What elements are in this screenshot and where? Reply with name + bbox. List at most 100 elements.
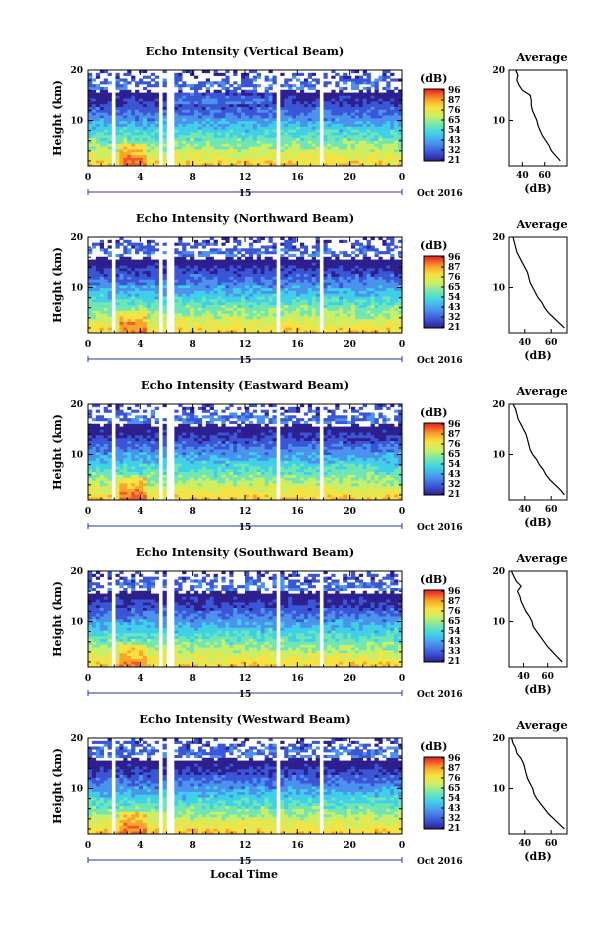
heatmap-cell xyxy=(225,494,230,498)
heatmap-cell xyxy=(150,310,156,314)
heatmap-cell xyxy=(186,112,191,116)
heatmap-cell xyxy=(350,146,356,150)
heatmap-cell xyxy=(229,120,234,124)
heatmap-cell xyxy=(299,290,305,294)
heatmap-cell xyxy=(146,132,152,136)
heatmap-cell xyxy=(154,101,159,105)
heatmap-cell xyxy=(209,123,214,127)
heatmap-cell xyxy=(245,285,250,289)
heatmap-cell xyxy=(398,103,403,107)
heatmap-cell xyxy=(99,491,104,495)
heatmap-cell xyxy=(201,268,207,272)
heatmap-cell xyxy=(358,106,364,110)
heatmap-cell xyxy=(272,140,277,144)
heatmap-cell xyxy=(248,245,254,249)
heatmap-cell xyxy=(190,95,195,99)
heatmap-cell xyxy=(88,299,93,303)
heatmap-cell xyxy=(350,313,356,317)
heatmap-cell xyxy=(386,268,391,272)
heatmap-cell xyxy=(256,140,261,144)
heatmap-cell xyxy=(150,160,156,164)
heatmap-cell xyxy=(119,78,124,82)
heatmap-cell xyxy=(146,160,152,164)
heatmap-cell xyxy=(233,118,238,122)
heatmap-cell xyxy=(237,95,242,99)
heatmap-cell xyxy=(378,126,383,130)
heatmap-cell xyxy=(398,98,403,102)
heatmap-cell xyxy=(311,101,316,105)
heatmap-cell xyxy=(350,262,356,266)
heatmap-cell xyxy=(315,310,320,314)
heatmap-cell xyxy=(88,273,93,277)
heatmap-cell xyxy=(107,115,112,119)
heatmap-cell xyxy=(358,262,364,266)
heatmap-cell xyxy=(382,78,387,82)
heatmap-cell xyxy=(327,287,332,291)
heatmap-cell xyxy=(201,103,207,107)
heatmap-cell xyxy=(366,491,371,495)
heatmap-cell xyxy=(343,98,348,102)
heatmap-cell xyxy=(174,259,179,263)
heatmap-cell xyxy=(233,296,238,300)
heatmap-cell xyxy=(350,106,356,110)
heatmap-cell xyxy=(115,78,120,82)
heatmap-cell xyxy=(323,120,328,124)
heatmap-cell xyxy=(217,279,222,283)
heatmap-cell xyxy=(182,245,187,249)
heatmap-cell xyxy=(307,115,313,119)
heatmap-cell xyxy=(205,285,210,289)
heatmap-cell xyxy=(394,293,399,297)
heatmap-cell xyxy=(99,146,104,150)
heatmap-cell xyxy=(362,137,367,141)
heatmap-cell xyxy=(178,324,183,328)
heatmap-cell xyxy=(268,265,273,269)
heatmap-cell xyxy=(88,140,93,144)
heatmap-cell xyxy=(347,134,352,139)
heatmap-cell xyxy=(350,92,356,96)
heatmap-cell xyxy=(217,293,222,297)
heatmap-cell xyxy=(237,106,242,110)
heatmap-cell xyxy=(131,259,136,263)
heatmap-cell xyxy=(394,494,399,498)
heatmap-cell xyxy=(107,293,112,297)
heatmap-cell xyxy=(292,324,297,328)
heatmap-cell xyxy=(358,285,364,289)
heatmap-cell xyxy=(123,120,128,124)
heatmap-cell xyxy=(327,123,332,127)
heatmap-cell xyxy=(272,251,277,255)
heatmap-cell xyxy=(241,84,246,88)
heatmap-cell xyxy=(331,163,336,167)
heatmap-cell xyxy=(264,86,269,91)
heatmap-cell xyxy=(119,256,124,260)
heatmap-cell xyxy=(233,310,238,314)
heatmap-cell xyxy=(350,120,356,124)
heatmap-cell xyxy=(146,293,152,297)
heatmap-cell xyxy=(123,318,128,322)
heatmap-cell xyxy=(268,287,273,291)
heatmap-cell xyxy=(284,134,289,139)
heatmap-cell xyxy=(123,126,128,130)
heatmap-cell xyxy=(343,137,348,141)
heatmap-cell xyxy=(162,101,167,105)
heatmap-cell xyxy=(386,126,391,130)
heatmap-cell xyxy=(358,160,364,164)
heatmap-cell xyxy=(209,129,214,133)
heatmap-cell xyxy=(142,262,148,266)
heatmap-cell xyxy=(205,123,210,127)
heatmap-cell xyxy=(88,301,93,306)
heatmap-cell xyxy=(272,282,277,286)
heatmap-cell xyxy=(350,149,356,153)
heatmap-cell xyxy=(241,98,246,102)
heatmap-cell xyxy=(292,103,297,107)
heatmap-cell xyxy=(280,95,285,99)
heatmap-cell xyxy=(201,485,207,489)
heatmap-cell xyxy=(107,251,112,255)
heatmap-cell xyxy=(209,491,214,495)
heatmap-cell xyxy=(213,268,218,272)
heatmap-cell xyxy=(315,282,320,286)
heatmap-cell xyxy=(284,120,289,124)
heatmap-cell xyxy=(256,282,261,286)
heatmap-cell xyxy=(315,134,320,139)
heatmap-cell xyxy=(350,276,356,280)
heatmap-cell xyxy=(366,304,371,308)
